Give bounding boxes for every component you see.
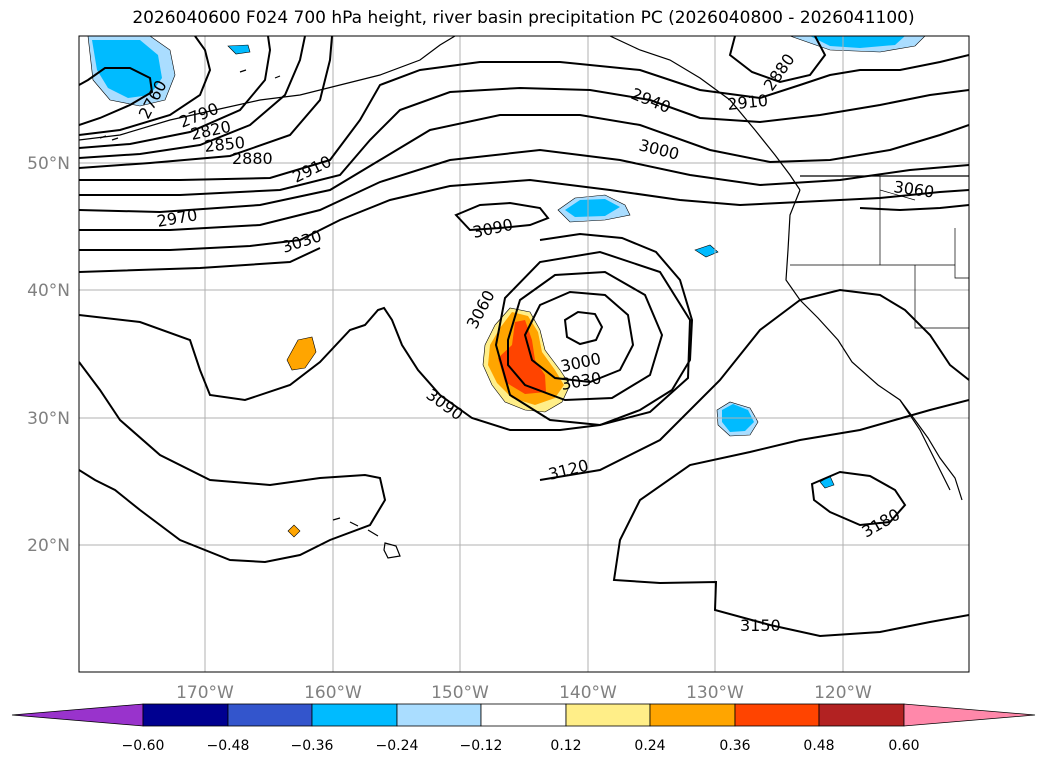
- contour-2760: [79, 67, 154, 126]
- negative-precip-dot: [694, 244, 719, 258]
- lat-tick-label: 30°N: [27, 409, 70, 429]
- colorbar-swatch: [565, 703, 651, 727]
- contour-3180: [810, 470, 907, 527]
- low-3030: [507, 270, 664, 402]
- contour-3000: [79, 148, 969, 231]
- colorbar-tick-label: −0.48: [207, 738, 250, 754]
- precip-shading: [87, 36, 926, 538]
- colorbar-swatch: [142, 703, 229, 727]
- positive-precip-main-red: [498, 320, 546, 394]
- map-frame: [78, 35, 970, 673]
- colorbar-swatch: [480, 703, 567, 727]
- low-3060: [494, 250, 692, 427]
- contour-label: 2880: [232, 149, 273, 168]
- contour-2910: [79, 54, 969, 181]
- lon-tick-label: 130°W: [686, 683, 744, 703]
- contour-2970: [79, 114, 969, 214]
- lon-tick-label: 120°W: [814, 683, 872, 703]
- low-center: [563, 310, 604, 346]
- colorbar-arrow-high: [903, 703, 1036, 727]
- alaska-coast: [79, 36, 456, 141]
- contour-label: 3150: [740, 616, 781, 635]
- contour-3060: [79, 204, 969, 273]
- contour-3150: [612, 399, 969, 638]
- colorbar-tick-label: 0.12: [550, 738, 581, 754]
- negative-precip-small: [227, 44, 251, 55]
- colorbar-swatch: [649, 703, 736, 727]
- colorbar-swatch: [396, 703, 482, 727]
- colorbar-swatch: [227, 703, 313, 727]
- us-west-coast: [785, 189, 963, 501]
- coastlines: [79, 36, 969, 559]
- negative-precip-core-ne: [810, 36, 905, 48]
- colorbar: [11, 703, 1036, 727]
- colorbar-swatch: [818, 703, 905, 727]
- lon-tick-label: 140°W: [559, 683, 617, 703]
- colorbar-tick-label: −0.24: [376, 738, 419, 754]
- lon-tick-label: 150°W: [431, 683, 489, 703]
- map-title: 2026040600 F024 700 hPa height, river ba…: [132, 8, 915, 28]
- colorbar-swatch: [734, 703, 820, 727]
- lon-tick-label: 170°W: [176, 683, 234, 703]
- positive-precip-west: [286, 336, 317, 371]
- colorbar-tick-label: −0.36: [291, 738, 334, 754]
- lat-tick-label: 20°N: [27, 536, 70, 556]
- lon-tick-label: 160°W: [304, 683, 362, 703]
- contour-3090: [79, 232, 694, 431]
- lon-tick-labels: 170°W 160°W 150°W 140°W 130°W 120°W: [176, 683, 872, 703]
- map-area: 2760 2790 2820 2850 2880 2910 2970 3030 …: [79, 36, 969, 672]
- bc-coast: [609, 36, 801, 191]
- lat-tick-label: 40°N: [27, 281, 70, 301]
- contour-label: 2850: [203, 133, 245, 156]
- colorbar-swatch: [311, 703, 398, 727]
- height-contours: [79, 36, 969, 638]
- lat-tick-labels: 50°N 40°N 30°N 20°N: [27, 154, 70, 556]
- contour-2820: [79, 36, 272, 149]
- colorbar-tick-label: 0.24: [634, 738, 665, 754]
- contour-2940: [79, 86, 969, 196]
- colorbar-tick-label: 0.36: [719, 738, 750, 754]
- contour-2880-ne: [728, 36, 827, 84]
- colorbar-tick-label: 0.60: [888, 738, 919, 754]
- contour-2850: [79, 36, 306, 159]
- contour-2880: [79, 36, 333, 169]
- negative-precip-gulf-core: [565, 199, 620, 217]
- colorbar-tick-label: 0.48: [803, 738, 834, 754]
- colorbar-arrow-low: [11, 703, 144, 727]
- contour-label: 2910: [726, 91, 768, 114]
- colorbar-ticks: −0.60 −0.48 −0.36 −0.24 −0.12 0.12 0.24 …: [122, 738, 920, 754]
- contour-2790: [79, 36, 212, 136]
- hawaii-islands: [332, 517, 401, 559]
- positive-precip-dot: [287, 524, 301, 538]
- contour-3030: [79, 178, 969, 251]
- state-borders: [790, 176, 969, 329]
- colorbar-tick-label: −0.60: [122, 738, 165, 754]
- low-3000: [523, 290, 635, 384]
- contour-3120: [79, 288, 969, 564]
- contour-3090-closed: [454, 201, 550, 232]
- colorbar-tick-label: −0.12: [460, 738, 503, 754]
- aleutian-islands: [99, 69, 281, 141]
- lat-tick-label: 50°N: [27, 154, 70, 174]
